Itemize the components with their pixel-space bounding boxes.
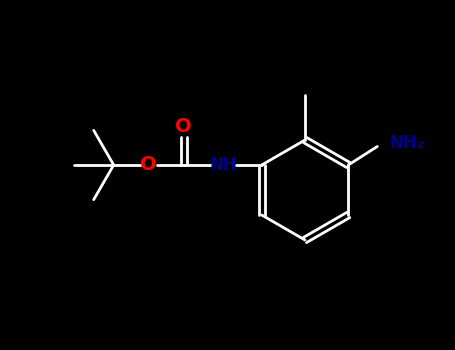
Text: NH₂: NH₂ bbox=[389, 133, 424, 152]
Text: O: O bbox=[141, 155, 157, 175]
Text: NH: NH bbox=[210, 156, 238, 174]
Text: O: O bbox=[175, 118, 192, 136]
